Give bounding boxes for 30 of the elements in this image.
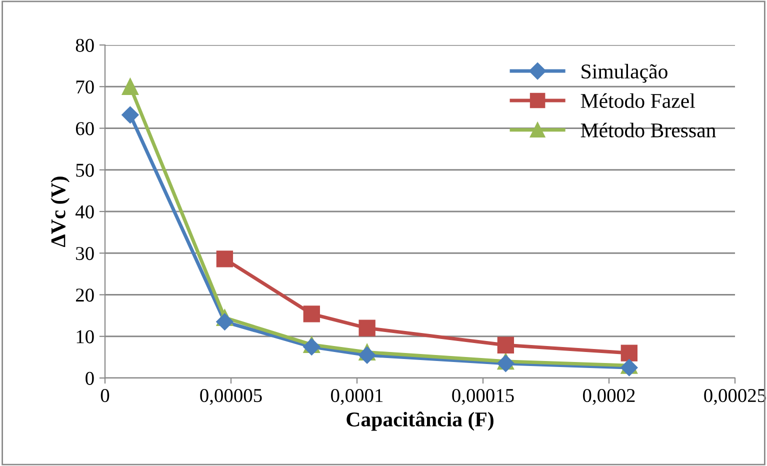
point [122, 78, 139, 95]
y-tick-label: 60 [76, 122, 94, 136]
point [497, 336, 514, 354]
point [358, 320, 376, 336]
point [122, 106, 139, 124]
x-tick-label: 0 [100, 388, 110, 402]
y-tick-label: 70 [76, 80, 94, 94]
point [620, 359, 638, 376]
legend-label: Simulação [582, 64, 668, 83]
x-tick-label: 0,00015 [452, 388, 514, 405]
legend-label: Método Bressan [580, 122, 716, 138]
x-axis-title: Capacitância (F) [346, 412, 494, 431]
y-tick-label: 40 [76, 205, 94, 218]
legend-label: Método Fazel [580, 93, 695, 108]
x-tick-label: 0,00005 [200, 388, 262, 405]
point [216, 250, 234, 268]
y-tick-label: 30 [76, 246, 94, 260]
y-tick-label: 50 [76, 164, 94, 177]
x-tick-label: 0,00025 [704, 388, 766, 405]
x-tick-label: 0,0001 [331, 388, 383, 405]
y-tick-label: 80 [76, 38, 94, 52]
y-tick-label: 0 [86, 372, 94, 385]
point [216, 313, 234, 330]
x-tick-label: 0,0002 [583, 388, 635, 405]
point [620, 344, 638, 362]
point [303, 306, 320, 322]
y-tick-label: 20 [76, 288, 94, 302]
point [358, 346, 376, 364]
y-tick-label: 10 [76, 330, 94, 344]
y-axis-title: ΔVc (V) [50, 176, 70, 247]
